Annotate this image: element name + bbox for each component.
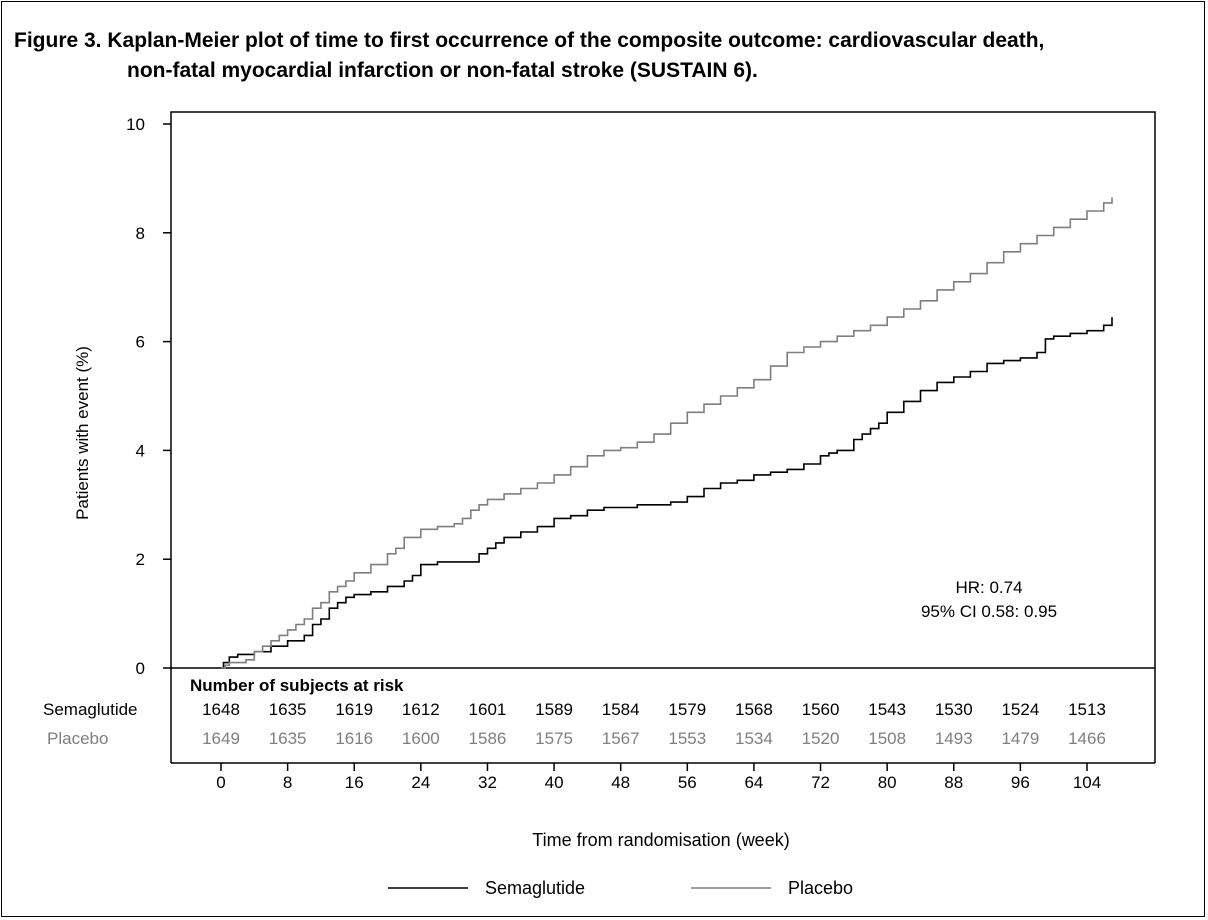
y-tick-label: 10 <box>126 115 145 134</box>
risk-value-semaglutide: 1589 <box>535 700 573 719</box>
risk-value-semaglutide: 1601 <box>469 700 507 719</box>
x-tick-label: 32 <box>478 773 497 792</box>
figure-title-line1: Figure 3. Kaplan-Meier plot of time to f… <box>14 29 1045 52</box>
risk-value-placebo: 1553 <box>668 729 706 748</box>
risk-value-placebo: 1567 <box>602 729 640 748</box>
risk-value-placebo: 1508 <box>868 729 906 748</box>
risk-table-heading: Number of subjects at risk <box>190 676 404 695</box>
legend-label-semaglutide: Semaglutide <box>485 878 585 898</box>
risk-value-semaglutide: 1635 <box>269 700 307 719</box>
risk-value-semaglutide: 1612 <box>402 700 440 719</box>
risk-value-placebo: 1479 <box>1001 729 1039 748</box>
risk-value-semaglutide: 1524 <box>1001 700 1039 719</box>
figure-title-line2: non-fatal myocardial infarction or non-f… <box>127 59 758 82</box>
x-tick-label: 24 <box>411 773 430 792</box>
risk-value-placebo: 1534 <box>735 729 773 748</box>
risk-value-semaglutide: 1568 <box>735 700 773 719</box>
plot-area-border <box>170 111 1156 669</box>
x-tick-label: 40 <box>545 773 564 792</box>
ci-annotation: 95% CI 0.58: 0.95 <box>921 602 1057 621</box>
risk-value-placebo: 1616 <box>335 729 373 748</box>
x-axis-label: Time from randomisation (week) <box>532 830 789 850</box>
legend-label-placebo: Placebo <box>788 878 853 898</box>
risk-value-placebo: 1493 <box>935 729 973 748</box>
risk-value-semaglutide: 1584 <box>602 700 640 719</box>
x-tick-label: 64 <box>744 773 763 792</box>
y-tick-label: 8 <box>136 224 145 243</box>
y-tick-label: 0 <box>136 659 145 678</box>
x-tick-label: 88 <box>944 773 963 792</box>
series-lines <box>221 197 1113 669</box>
y-tick-label: 2 <box>136 550 145 569</box>
x-tick-label: 48 <box>611 773 630 792</box>
chart-text: Patients with event (%) Time from random… <box>73 346 1057 850</box>
risk-value-semaglutide: 1513 <box>1068 700 1106 719</box>
x-tick-label: 104 <box>1073 773 1101 792</box>
risk-value-semaglutide: 1543 <box>868 700 906 719</box>
risk-value-placebo: 1586 <box>469 729 507 748</box>
risk-value-placebo: 1635 <box>269 729 307 748</box>
risk-value-placebo: 1575 <box>535 729 573 748</box>
risk-value-placebo: 1649 <box>202 729 240 748</box>
y-tick-label: 6 <box>136 333 145 352</box>
x-tick-label: 56 <box>678 773 697 792</box>
risk-value-semaglutide: 1560 <box>802 700 840 719</box>
x-tick-label: 16 <box>345 773 364 792</box>
risk-row-label-semaglutide: Semaglutide <box>43 700 138 719</box>
series-line-semaglutide <box>221 317 1113 669</box>
y-tick-label: 4 <box>136 441 145 460</box>
x-tick-label: 72 <box>811 773 830 792</box>
x-tick-label: 96 <box>1011 773 1030 792</box>
x-tick-label: 80 <box>878 773 897 792</box>
risk-row-label-placebo: Placebo <box>47 729 108 748</box>
series-line-placebo <box>221 197 1113 669</box>
risk-value-semaglutide: 1530 <box>935 700 973 719</box>
x-tick-label: 8 <box>283 773 292 792</box>
legend: Semaglutide Placebo <box>388 878 853 898</box>
x-tick-label: 0 <box>216 773 225 792</box>
risk-value-placebo: 1600 <box>402 729 440 748</box>
y-axis-label: Patients with event (%) <box>73 346 92 520</box>
risk-value-semaglutide: 1648 <box>202 700 240 719</box>
risk-table: Semaglutide 1648 1635 1619 1612 1601 1589 1584 1… <box>43 700 1106 748</box>
risk-value-semaglutide: 1579 <box>668 700 706 719</box>
hr-annotation: HR: 0.74 <box>955 578 1022 597</box>
risk-value-placebo: 1520 <box>802 729 840 748</box>
risk-value-semaglutide: 1619 <box>335 700 373 719</box>
risk-value-placebo: 1466 <box>1068 729 1106 748</box>
